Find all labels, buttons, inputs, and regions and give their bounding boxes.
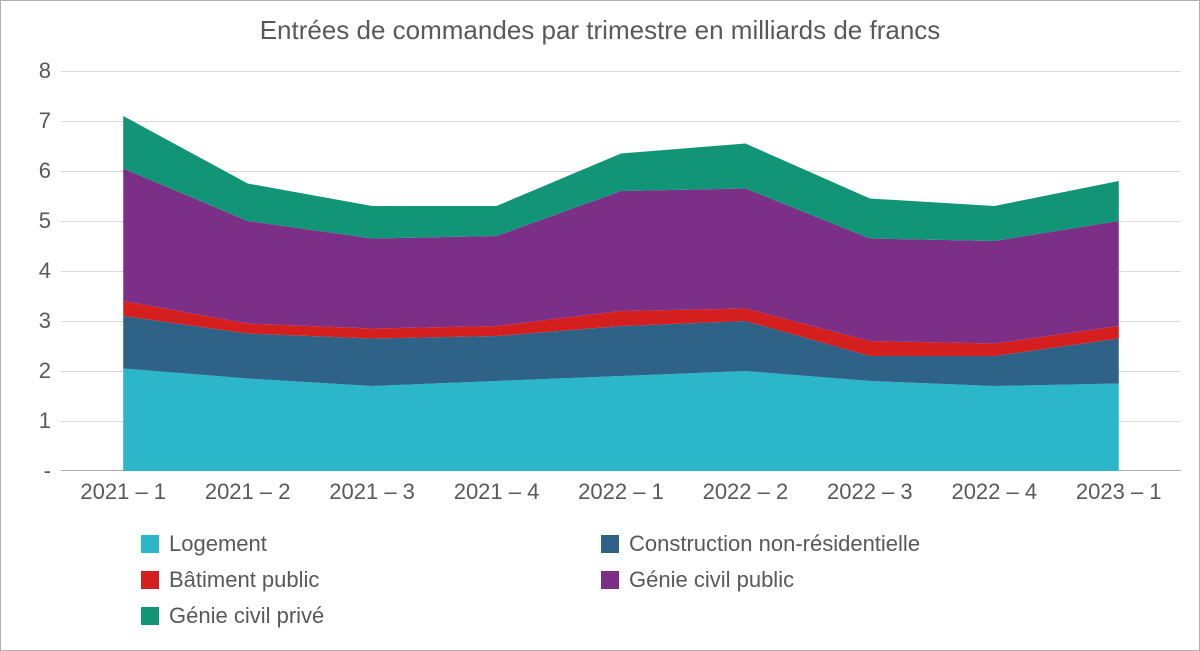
y-tick-label: 6 — [21, 158, 51, 184]
y-tick-label: 8 — [21, 58, 51, 84]
legend-row: Génie civil privé — [141, 603, 1101, 629]
legend-label: Génie civil public — [629, 567, 794, 593]
legend-item: Construction non-résidentielle — [601, 531, 1061, 557]
legend: Logement Construction non-résidentielle Bâ… — [141, 531, 1101, 639]
legend-swatch — [141, 571, 159, 589]
y-tick-label: 3 — [21, 308, 51, 334]
stacked-area-svg — [61, 71, 1181, 471]
x-tick-label: 2022 – 2 — [683, 479, 807, 509]
x-tick-label: 2023 – 1 — [1057, 479, 1181, 509]
legend-label: Bâtiment public — [169, 567, 319, 593]
x-axis-labels: 2021 – 12021 – 22021 – 32021 – 42022 – 1… — [61, 479, 1181, 509]
legend-item: Bâtiment public — [141, 567, 601, 593]
y-tick-label: - — [21, 458, 51, 484]
y-tick-label: 7 — [21, 108, 51, 134]
x-tick-label: 2021 – 1 — [61, 479, 185, 509]
y-tick-label: 4 — [21, 258, 51, 284]
legend-swatch — [141, 535, 159, 553]
chart-title: Entrées de commandes par trimestre en mi… — [1, 1, 1199, 46]
legend-item: Génie civil public — [601, 567, 1061, 593]
legend-label: Logement — [169, 531, 267, 557]
y-tick-label: 5 — [21, 208, 51, 234]
legend-row: Bâtiment public Génie civil public — [141, 567, 1101, 593]
y-tick-label: 2 — [21, 358, 51, 384]
legend-swatch — [141, 607, 159, 625]
legend-label: Génie civil privé — [169, 603, 324, 629]
x-tick-label: 2022 – 4 — [932, 479, 1056, 509]
legend-label: Construction non-résidentielle — [629, 531, 920, 557]
legend-item: Logement — [141, 531, 601, 557]
legend-swatch — [601, 571, 619, 589]
y-axis-labels: -12345678 — [21, 71, 51, 471]
legend-swatch — [601, 535, 619, 553]
x-tick-label: 2021 – 4 — [434, 479, 558, 509]
plot-area — [61, 71, 1181, 471]
chart-container: Entrées de commandes par trimestre en mi… — [0, 0, 1200, 651]
x-tick-label: 2021 – 3 — [310, 479, 434, 509]
x-tick-label: 2022 – 3 — [808, 479, 932, 509]
y-tick-label: 1 — [21, 408, 51, 434]
x-tick-label: 2022 – 1 — [559, 479, 683, 509]
x-tick-label: 2021 – 2 — [185, 479, 309, 509]
legend-row: Logement Construction non-résidentielle — [141, 531, 1101, 557]
legend-item: Génie civil privé — [141, 603, 601, 629]
